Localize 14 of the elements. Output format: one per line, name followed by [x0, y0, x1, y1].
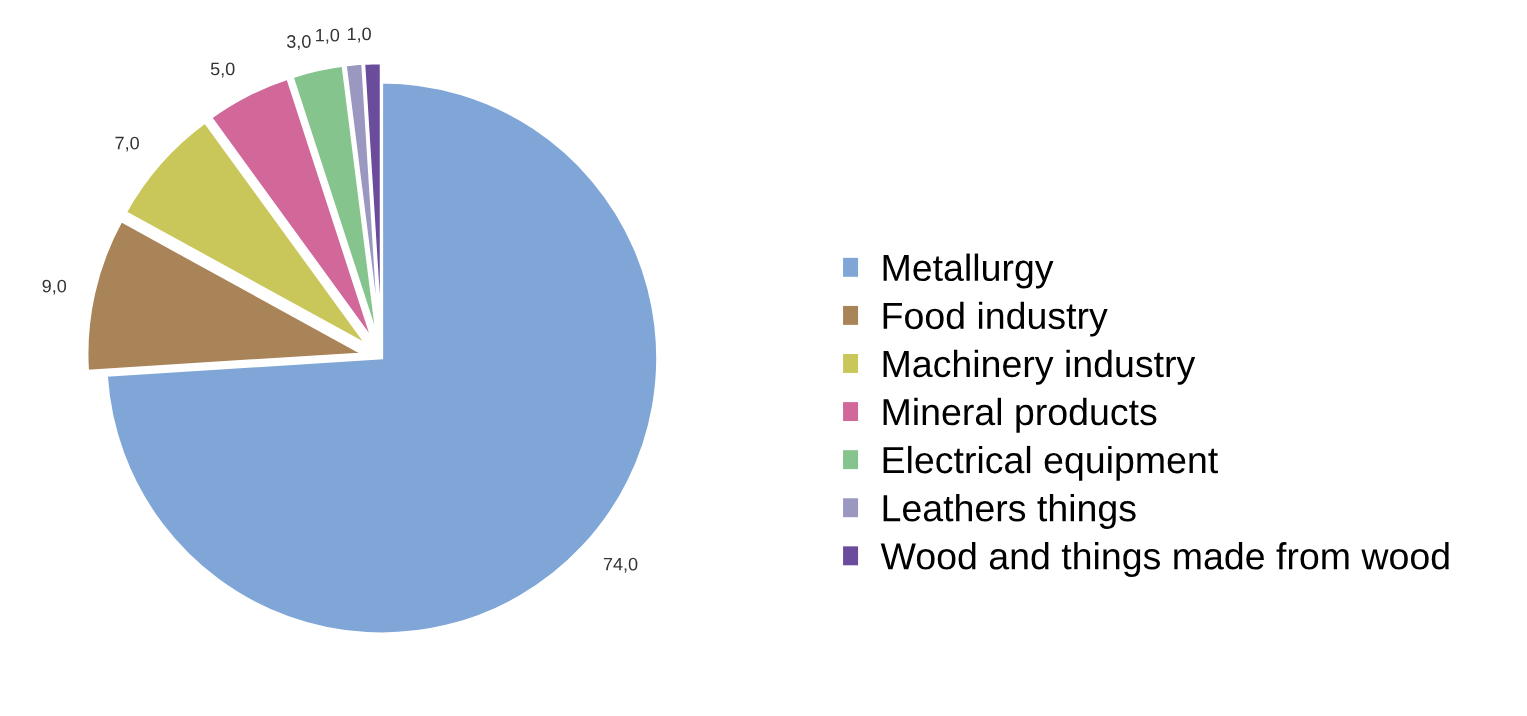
legend-label: Wood and things made from wood [880, 542, 1449, 577]
legend-label: Machinery industry [883, 349, 1196, 385]
legend-label: Leathers things [883, 493, 1136, 529]
data-label: 1,0 [316, 28, 340, 44]
data-label: 74,0 [603, 557, 638, 573]
data-label: 7,0 [115, 136, 139, 152]
data-label: 1,0 [347, 27, 371, 43]
data-label: 5,0 [210, 62, 235, 78]
data-label: 3,0 [286, 35, 311, 51]
legend-label: Food industry [883, 301, 1108, 337]
data-label: 9,0 [42, 279, 67, 295]
legend-label: Metallurgy [883, 253, 1054, 289]
legend-label: Mineral products [883, 397, 1157, 433]
legend-label: Electrical equipment [883, 445, 1218, 481]
